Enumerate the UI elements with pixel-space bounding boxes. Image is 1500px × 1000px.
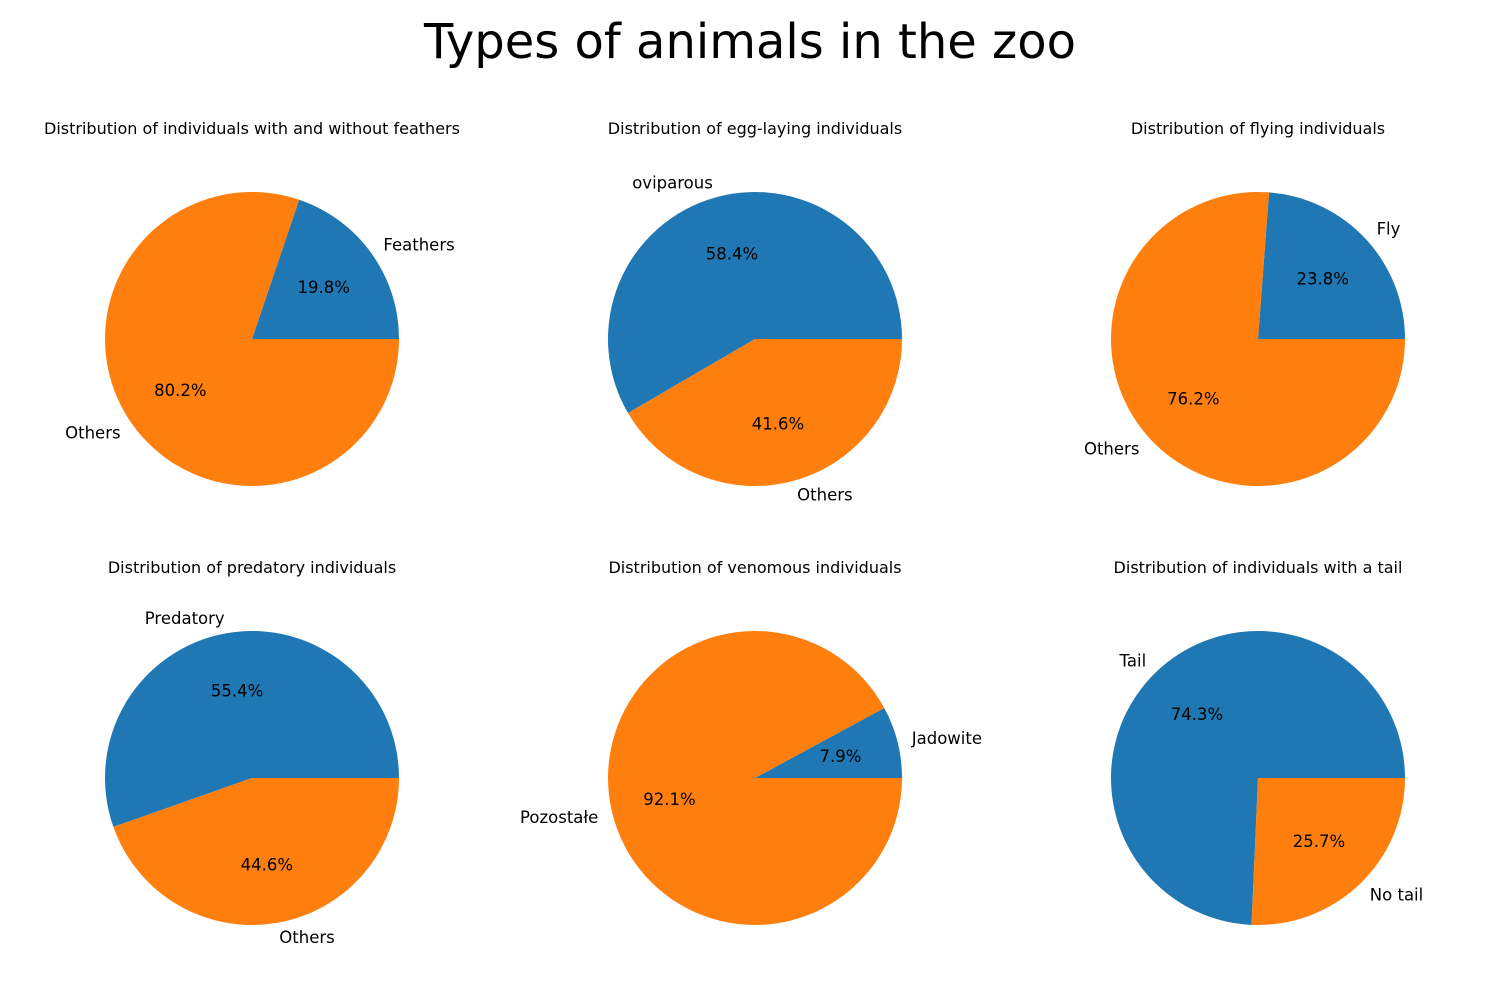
slice-label: No tail — [1370, 885, 1423, 904]
pie-grid: Distribution of individuals with and wit… — [44, 119, 1423, 947]
pie-slice-oviparous — [608, 192, 902, 414]
pie-slice-no-tail — [1251, 778, 1405, 926]
pie-title: Distribution of egg-laying individuals — [608, 119, 902, 138]
slice-percent-label: 7.9% — [820, 747, 862, 766]
pie-chart-5: Distribution of venomous individuals Jado… — [520, 558, 982, 925]
pie-chart-1: Distribution of individuals with and wit… — [44, 119, 460, 487]
slice-percent-label: 92.1% — [643, 790, 695, 809]
pie-title: Distribution of predatory individuals — [108, 558, 396, 577]
pie-slice-others — [104, 192, 400, 487]
pie-slice-pozosta-e — [607, 630, 902, 925]
slice-label: Jadowite — [911, 729, 982, 748]
pie-title: Distribution of individuals with a tail — [1114, 558, 1403, 577]
pie-slice-fly — [1258, 192, 1405, 339]
pie-slice-tail — [1111, 631, 1405, 925]
slice-label: Others — [797, 486, 852, 505]
pie-chart-4: Distribution of predatory individuals Pre… — [104, 558, 400, 947]
pie-title: Distribution of venomous individuals — [608, 558, 901, 577]
slice-label: Predatory — [145, 609, 225, 628]
slice-percent-label: 41.6% — [752, 415, 804, 434]
pie-slice-feathers — [252, 199, 399, 339]
slice-label: Others — [65, 424, 120, 443]
pie-slice-others — [628, 339, 902, 487]
slice-percent-label: 23.8% — [1296, 270, 1348, 289]
pie-slice-others — [113, 778, 399, 925]
pie-chart-2: Distribution of egg-laying individuals ov… — [608, 119, 902, 505]
slice-label: Pozostałe — [520, 808, 598, 827]
pie-title: Distribution of flying individuals — [1131, 119, 1385, 138]
slice-label: Tail — [1119, 652, 1147, 671]
figure-title: Types of animals in the zoo — [423, 14, 1076, 70]
slice-percent-label: 76.2% — [1167, 389, 1219, 408]
slice-percent-label: 80.2% — [154, 381, 206, 400]
pie-chart-3: Distribution of flying individuals Fly 23.… — [1084, 119, 1406, 487]
slice-percent-label: 25.7% — [1293, 832, 1345, 851]
slice-percent-label: 74.3% — [1171, 705, 1223, 724]
pie-title: Distribution of individuals with and wit… — [44, 119, 460, 138]
slice-label: Others — [1084, 439, 1139, 458]
pie-slice-others — [1111, 192, 1406, 487]
pie-slice-jadowite — [755, 707, 902, 778]
slice-percent-label: 44.6% — [241, 855, 293, 874]
pie-chart-6: Distribution of individuals with a tail T… — [1111, 558, 1423, 926]
slice-label: oviparous — [632, 173, 713, 192]
pie-slice-predatory — [104, 630, 400, 827]
slice-label: Feathers — [383, 235, 454, 254]
slice-percent-label: 58.4% — [706, 244, 758, 263]
slice-percent-label: 19.8% — [297, 278, 349, 297]
slice-percent-label: 55.4% — [211, 682, 263, 701]
slice-label: Fly — [1377, 220, 1401, 239]
slice-label: Others — [279, 928, 334, 947]
